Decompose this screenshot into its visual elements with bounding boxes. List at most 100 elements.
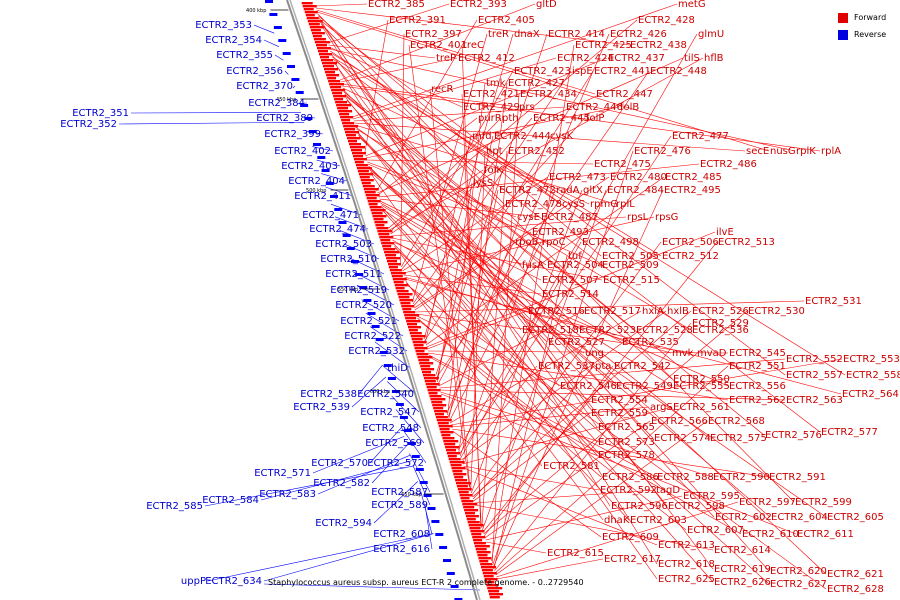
forward-feature <box>353 155 363 158</box>
feature-label: uppP <box>181 576 206 587</box>
feature-label: ECTR2_565 <box>598 422 655 433</box>
feature-label: thiD <box>387 363 408 374</box>
reverse-feature <box>321 169 330 172</box>
forward-connector <box>343 89 522 266</box>
forward-feature <box>310 29 321 32</box>
forward-feature <box>446 452 460 455</box>
scale-tick-label: 600 kbp <box>370 389 390 395</box>
feature-label: mvaD <box>697 348 727 359</box>
forward-feature <box>382 245 392 248</box>
feature-label: ECTR2_621 <box>827 569 884 580</box>
forward-feature <box>452 470 463 473</box>
feature-label: ECTR2_517 <box>584 306 641 317</box>
feature-label: ECTR2_397 <box>405 29 462 40</box>
reverse-feature <box>363 299 372 302</box>
forward-feature <box>369 206 382 209</box>
feature-label: ECTR2_587 <box>371 487 428 498</box>
forward-feature <box>457 488 472 491</box>
forward-feature <box>314 41 330 44</box>
forward-connector <box>451 406 650 428</box>
feature-label: ECTR2_604 <box>771 512 828 523</box>
forward-feature <box>348 140 357 143</box>
feature-label: ECTR2_429 <box>463 102 520 113</box>
forward-feature <box>306 17 319 20</box>
forward-connector <box>496 501 739 578</box>
feature-label: ispE <box>572 66 593 77</box>
feature-label: ECTR2_471 <box>302 210 359 221</box>
reverse-feature <box>387 377 396 380</box>
forward-connector <box>332 58 821 433</box>
forward-feature <box>468 524 484 527</box>
forward-feature <box>386 257 401 260</box>
reverse-feature <box>415 468 424 471</box>
feature-label: ECTR2_503 <box>315 239 372 250</box>
forward-feature <box>371 212 383 215</box>
forward-connector <box>342 87 590 205</box>
forward-feature <box>472 536 486 539</box>
forward-connector <box>417 317 602 478</box>
forward-connector <box>437 241 515 385</box>
feature-label: ECTR2_486 <box>700 159 757 170</box>
forward-feature <box>366 197 377 200</box>
forward-feature <box>399 299 414 302</box>
forward-feature <box>441 434 451 437</box>
reverse-connector <box>130 112 301 114</box>
feature-label: ECTR2_626 <box>714 577 771 588</box>
feature-label: ECTR2_628 <box>827 584 884 595</box>
forward-connector <box>352 3 678 118</box>
feature-label: ECTR2_553 <box>843 354 900 365</box>
feature-label: ECTR2_566 <box>651 416 708 427</box>
reverse-connector <box>325 186 354 197</box>
forward-connector <box>461 365 538 463</box>
feature-label: rpsG <box>655 212 678 223</box>
forward-feature <box>474 545 490 548</box>
forward-feature <box>469 527 481 530</box>
forward-feature <box>408 329 418 332</box>
forward-feature <box>484 578 498 581</box>
forward-feature <box>395 287 405 290</box>
forward-feature <box>367 200 381 203</box>
forward-feature <box>313 38 326 41</box>
reverse-feature <box>450 585 459 588</box>
forward-feature <box>411 338 423 341</box>
forward-feature <box>358 173 373 176</box>
feature-label: rplL <box>616 199 635 210</box>
forward-connector <box>320 23 795 503</box>
forward-connector <box>344 93 673 380</box>
feature-label: ECTR2_595 <box>683 491 740 502</box>
forward-feature <box>340 116 354 119</box>
feature-label: ECTR2_473 <box>549 172 606 183</box>
forward-feature <box>355 164 368 167</box>
feature-label: hxlB <box>667 306 689 317</box>
forward-feature <box>368 203 378 206</box>
feature-label: ung <box>585 348 604 359</box>
forward-connector <box>405 278 842 395</box>
feature-label: ECTR2_552 <box>786 354 843 365</box>
forward-feature <box>333 95 347 98</box>
feature-label: ECTR2_452 <box>508 146 565 157</box>
forward-feature <box>471 533 482 536</box>
feature-label: ECTR2_618 <box>658 559 715 570</box>
forward-feature <box>356 167 372 170</box>
feature-label: ECTR2_550 <box>673 374 730 385</box>
feature-label: ECTR2_437 <box>608 53 665 64</box>
feature-label: ECTR2_569 <box>365 438 422 449</box>
forward-feature <box>479 560 489 563</box>
legend-forward-label: Forward <box>854 13 887 22</box>
feature-label: ECTR2_574 <box>654 433 711 444</box>
feature-label: ECTR2_498 <box>582 237 639 248</box>
forward-feature <box>482 572 497 575</box>
feature-label: ECTR2_370 <box>236 81 293 92</box>
feature-label: ECTR2_475 <box>594 159 651 170</box>
forward-connector <box>417 319 687 531</box>
feature-label: treP <box>436 53 456 64</box>
forward-feature <box>456 482 471 485</box>
reverse-feature <box>265 0 273 3</box>
feature-label: ECTR2_603 <box>630 515 687 526</box>
reverse-feature <box>379 351 388 354</box>
forward-connector <box>460 241 582 459</box>
reverse-connector <box>409 453 431 493</box>
forward-connector <box>448 189 499 420</box>
reverse-feature <box>375 338 384 341</box>
forward-connector <box>368 165 548 343</box>
